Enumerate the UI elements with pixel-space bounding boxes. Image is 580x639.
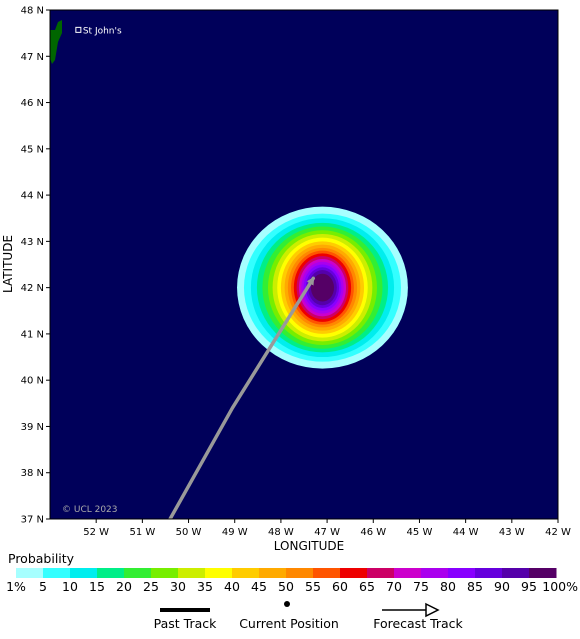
legend-label: 5 (39, 579, 47, 594)
legend-label: 85 (467, 579, 483, 594)
legend-label: 20 (116, 579, 132, 594)
legend-swatch-50 (286, 568, 314, 578)
city-marker: St John's (75, 26, 122, 36)
key-past-track: Past Track (154, 608, 217, 631)
legend-swatch-80 (448, 568, 476, 578)
y-tick-label: 44 N (21, 191, 44, 202)
legend-labels: 1% 5 10 15 20 25 30 35 40 45 50 55 60 65 70 75 80 85 90 95 1… (6, 579, 578, 594)
y-tick-label: 40 N (21, 376, 44, 387)
legend-label: 1% (6, 579, 26, 594)
forecast-track-label: Forecast Track (373, 616, 463, 631)
x-tick-label: 47 W (314, 527, 340, 538)
forecast-arrow-icon (425, 602, 440, 618)
copyright-text: © UCL 2023 (62, 505, 118, 515)
newfoundland-land (50, 20, 62, 64)
legend-swatch-90 (502, 568, 530, 578)
legend-label: 25 (143, 579, 159, 594)
legend-label: 65 (359, 579, 375, 594)
y-tick-label: 46 N (21, 98, 44, 109)
legend-label: 80 (440, 579, 456, 594)
key-forecast-track: Forecast Track (373, 602, 464, 631)
y-tick-label: 43 N (21, 237, 44, 248)
legend-swatch-55 (313, 568, 341, 578)
x-tick-label: 43 W (499, 527, 525, 538)
y-tick-label: 37 N (21, 515, 44, 526)
plot-frame (49, 9, 559, 520)
x-tick-label: 51 W (129, 527, 155, 538)
x-axis-ticks: 52 W 51 W 50 W 49 W 48 W 47 W 46 W 45 W 44 W 43 W… (83, 519, 571, 538)
legend-label: 55 (305, 579, 321, 594)
legend-swatch-30 (178, 568, 206, 578)
current-position-label: Current Position (239, 616, 339, 631)
legend-label: 90 (494, 579, 510, 594)
legend-label: 10 (62, 579, 78, 594)
legend-swatch-20 (124, 568, 152, 578)
legend-swatch-10 (70, 568, 98, 578)
legend-label: 75 (413, 579, 429, 594)
current-position-dot-icon (284, 601, 290, 607)
y-axis-ticks: 48 N 47 N 46 N 45 N 44 N 43 N 42 N 41 N 40 N 39 N… (21, 6, 50, 526)
probability-field (237, 206, 408, 369)
legend-swatch-1 (16, 568, 44, 578)
y-tick-label: 39 N (21, 422, 44, 433)
x-axis-title: LONGITUDE (274, 539, 344, 553)
city-square-icon (75, 26, 82, 33)
x-tick-label: 42 W (545, 527, 571, 538)
x-tick-label: 48 W (268, 527, 294, 538)
legend-label: 70 (386, 579, 402, 594)
legend-label: 60 (332, 579, 348, 594)
legend-label: 100% (542, 579, 578, 594)
legend-label: 50 (278, 579, 294, 594)
y-tick-label: 48 N (21, 6, 44, 17)
forecast-track-line (168, 276, 315, 519)
legend-swatch-95 (529, 568, 557, 578)
legend-swatch-25 (151, 568, 179, 578)
y-tick-label: 45 N (21, 144, 44, 155)
legend-swatch-75 (421, 568, 449, 578)
x-tick-label: 45 W (407, 527, 433, 538)
legend-swatch-15 (97, 568, 125, 578)
legend-label: 40 (224, 579, 240, 594)
legend-swatch-65 (367, 568, 395, 578)
legend-label: 35 (197, 579, 213, 594)
legend-swatch-70 (394, 568, 422, 578)
probability-contour-95 (310, 273, 335, 302)
legend-title: Probability (8, 551, 75, 566)
past-track-label: Past Track (154, 616, 217, 631)
legend-swatch-5 (43, 568, 71, 578)
y-axis-title: LATITUDE (1, 235, 15, 293)
legend-color-bar (16, 568, 557, 578)
legend-label: 45 (251, 579, 267, 594)
legend-label: 95 (521, 579, 537, 594)
legend-swatch-45 (259, 568, 287, 578)
legend-swatch-35 (205, 568, 233, 578)
legend-swatch-40 (232, 568, 260, 578)
x-tick-label: 49 W (222, 527, 248, 538)
legend-label: 15 (89, 579, 105, 594)
city-label: St John's (83, 26, 122, 36)
y-tick-label: 47 N (21, 52, 44, 63)
x-tick-label: 44 W (453, 527, 479, 538)
x-tick-label: 46 W (360, 527, 386, 538)
legend-swatch-85 (475, 568, 503, 578)
y-tick-label: 41 N (21, 329, 44, 340)
key-current-position: Current Position (239, 601, 339, 631)
x-tick-label: 50 W (176, 527, 202, 538)
legend-label: 30 (170, 579, 186, 594)
y-tick-label: 42 N (21, 283, 44, 294)
legend-swatch-60 (340, 568, 368, 578)
x-tick-label: 52 W (83, 527, 109, 538)
y-tick-label: 38 N (21, 468, 44, 479)
